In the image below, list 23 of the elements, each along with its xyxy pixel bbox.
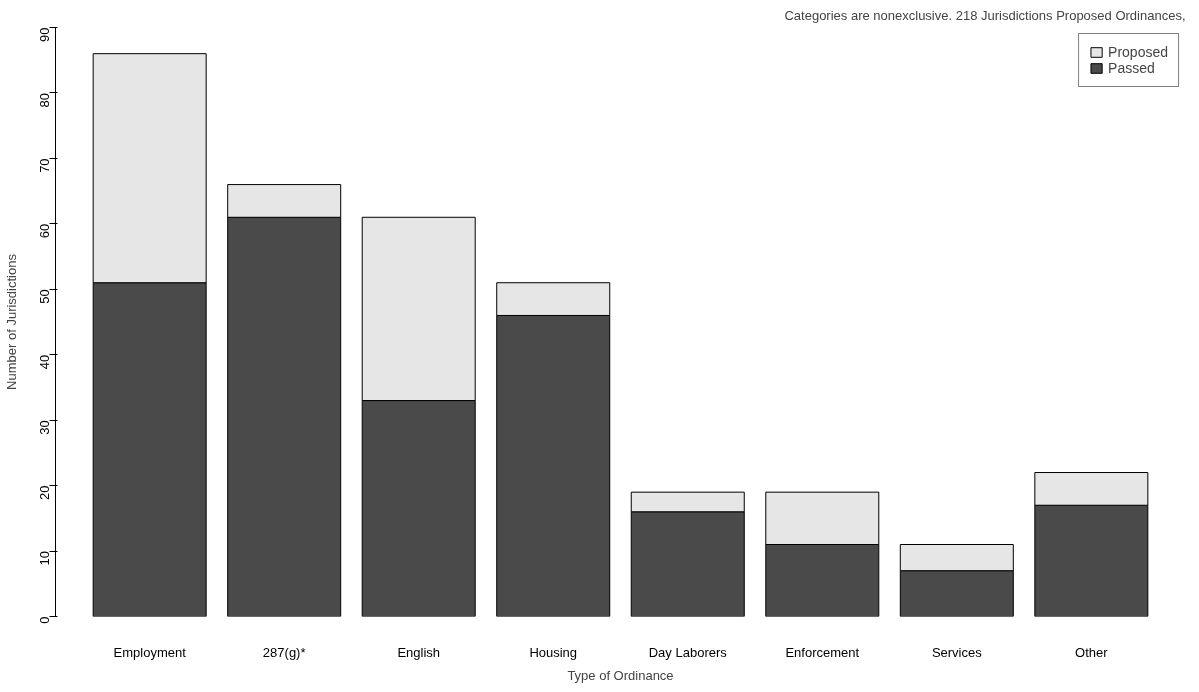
y-tick-label: 40 (37, 354, 52, 370)
x-tick-label: Enforcement (785, 644, 860, 660)
y-tick-label: 60 (37, 223, 52, 239)
x-tick-label: Other (1075, 644, 1109, 660)
legend-label: Passed (1108, 60, 1155, 76)
y-tick-label: 50 (37, 289, 52, 304)
y-tick-label: 0 (37, 616, 52, 624)
text: Categories are nonexclusive. 218 Jurisdictions Proposed Ordinances, (784, 7, 1186, 23)
x-axis-title: Type of Ordinance (567, 667, 674, 683)
legend-label: Proposed (1108, 44, 1168, 60)
y-tick-label: 10 (37, 551, 52, 566)
y-tick-label: 20 (37, 485, 52, 501)
x-tick-label: Employment (113, 644, 187, 660)
x-tick-label: Day Laborers (648, 644, 728, 660)
y-tick-label: 70 (37, 158, 52, 173)
x-tick-label: 287(g)* (262, 644, 306, 660)
y-tick-label: 30 (37, 420, 52, 435)
x-tick-label: English (397, 644, 441, 660)
y-tick-label: 90 (37, 27, 52, 42)
x-tick-label: Services (931, 644, 983, 660)
x-tick-label: Housing (529, 644, 578, 660)
y-axis-title: Number of Jurisdictions (3, 253, 19, 390)
y-tick-label: 80 (37, 92, 52, 108)
